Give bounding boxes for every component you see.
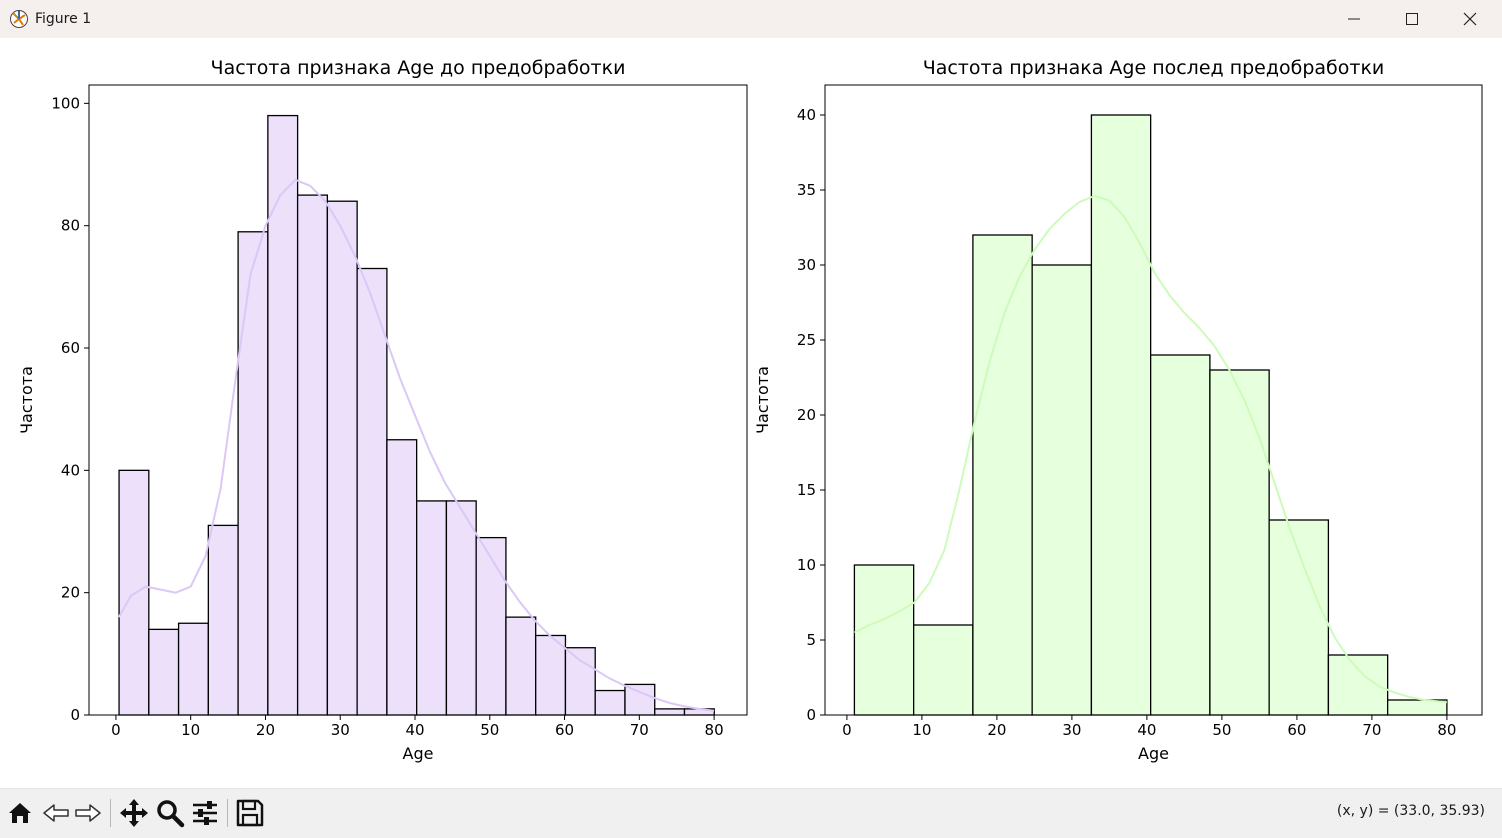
histogram-bar xyxy=(1268,519,1330,716)
x-tick-label: 70 xyxy=(1362,721,1381,739)
histogram-bar xyxy=(913,624,974,716)
x-axis-label: Age xyxy=(1138,744,1169,763)
minimize-icon xyxy=(1348,18,1360,20)
x-tick-label: 30 xyxy=(331,721,350,739)
histogram-bar xyxy=(505,616,537,716)
x-tick-label: 80 xyxy=(1437,721,1456,739)
forward-arrow-icon[interactable] xyxy=(72,797,104,829)
cursor-coordinates: (x, y) = (33.0, 35.93) xyxy=(1336,803,1485,819)
kde-curve xyxy=(118,178,715,712)
axes-2: 0 10 20 30 40 50 60 70 80 0 5 10 15 20 25 30 35 40 Частота… xyxy=(753,57,1483,763)
y-tick-label: 20 xyxy=(61,584,80,602)
minimize-button[interactable] xyxy=(1325,0,1383,38)
histogram-bar xyxy=(326,200,358,716)
x-tick-label: 0 xyxy=(842,721,852,739)
histogram-bar xyxy=(296,194,329,716)
histogram-bar xyxy=(148,628,180,716)
histogram-bar xyxy=(475,536,507,716)
chart-title: Частота признака Age до предобработки xyxy=(211,57,626,79)
x-tick-label: 30 xyxy=(1062,721,1081,739)
histogram-bar xyxy=(386,439,418,716)
histogram-bar xyxy=(535,634,567,716)
y-axis-label: Частота xyxy=(17,366,36,434)
x-tick-label: 50 xyxy=(1212,721,1231,739)
y-tick-label: 20 xyxy=(797,406,816,424)
close-button[interactable] xyxy=(1441,0,1499,38)
histogram-bar xyxy=(1090,114,1152,716)
x-tick-label: 20 xyxy=(987,721,1006,739)
histogram-bar xyxy=(1031,264,1093,716)
x-tick-label: 0 xyxy=(111,721,121,739)
y-tick-label: 30 xyxy=(797,256,816,274)
chart-title: Частота признака Age послед предобработк… xyxy=(923,57,1385,79)
kde-curve xyxy=(853,194,1448,704)
x-tick-label: 20 xyxy=(256,721,275,739)
x-tick-label: 40 xyxy=(1137,721,1156,739)
y-tick-label: 25 xyxy=(797,331,816,349)
home-icon[interactable] xyxy=(4,797,36,829)
maximize-icon xyxy=(1406,13,1418,25)
y-tick-label: 5 xyxy=(806,631,816,649)
histogram-bar xyxy=(118,469,150,716)
axes-1: 0 10 20 30 40 50 60 70 80 0 20 40 60 80 100 Частота при… xyxy=(17,57,748,763)
toolbar-separator xyxy=(110,799,111,827)
x-tick-label: 10 xyxy=(912,721,931,739)
y-tick-label: 60 xyxy=(61,339,80,357)
y-tick-label: 40 xyxy=(797,106,816,124)
y-tick-label: 15 xyxy=(797,481,816,499)
back-arrow-icon[interactable] xyxy=(40,797,72,829)
y-tick-label: 40 xyxy=(61,461,80,479)
x-axis-label: Age xyxy=(403,744,434,763)
matplotlib-logo-icon xyxy=(10,10,28,28)
histogram-bar xyxy=(207,524,239,716)
histogram-bar xyxy=(1150,354,1211,716)
x-tick-label: 50 xyxy=(480,721,499,739)
x-tick-label: 70 xyxy=(630,721,649,739)
histogram-bar xyxy=(416,500,448,716)
x-tick-label: 60 xyxy=(555,721,574,739)
histogram-bar xyxy=(972,234,1033,716)
histogram-bar xyxy=(445,500,477,716)
histogram-bar xyxy=(654,708,686,716)
y-tick-label: 0 xyxy=(70,706,80,724)
axes-frame xyxy=(824,84,1483,716)
figure-canvas[interactable]: 0 10 20 30 40 50 60 70 80 0 20 40 60 80 100 Частота при… xyxy=(0,38,1502,788)
histogram-bar xyxy=(564,647,596,716)
toolbar-separator xyxy=(227,799,228,827)
save-icon[interactable] xyxy=(234,797,266,829)
maximize-button[interactable] xyxy=(1383,0,1441,38)
y-tick-label: 35 xyxy=(797,181,816,199)
window-titlebar: Figure 1 xyxy=(0,0,1502,39)
histogram-bar xyxy=(1209,369,1270,716)
y-tick-label: 10 xyxy=(797,556,816,574)
histogram-bar xyxy=(853,564,915,716)
histogram-bar xyxy=(237,231,269,716)
window-title: Figure 1 xyxy=(35,11,92,27)
histogram-bar xyxy=(177,622,209,716)
x-tick-label: 40 xyxy=(405,721,424,739)
histogram-bar xyxy=(594,689,626,716)
y-tick-label: 80 xyxy=(61,217,80,235)
configure-subplots-icon[interactable] xyxy=(189,797,221,829)
histogram-bar xyxy=(624,683,656,716)
navigation-toolbar: (x, y) = (33.0, 35.93) xyxy=(0,788,1502,838)
axes-frame xyxy=(88,84,748,716)
x-tick-label: 80 xyxy=(705,721,724,739)
histogram-bar xyxy=(267,114,299,716)
y-axis-label: Частота xyxy=(753,366,772,434)
close-icon xyxy=(1463,12,1477,26)
histogram-bar xyxy=(356,267,388,716)
x-tick-label: 60 xyxy=(1287,721,1306,739)
y-tick-label: 100 xyxy=(51,94,80,112)
y-tick-label: 0 xyxy=(806,706,816,724)
x-tick-label: 10 xyxy=(181,721,200,739)
pan-icon[interactable] xyxy=(118,797,150,829)
zoom-icon[interactable] xyxy=(154,797,186,829)
